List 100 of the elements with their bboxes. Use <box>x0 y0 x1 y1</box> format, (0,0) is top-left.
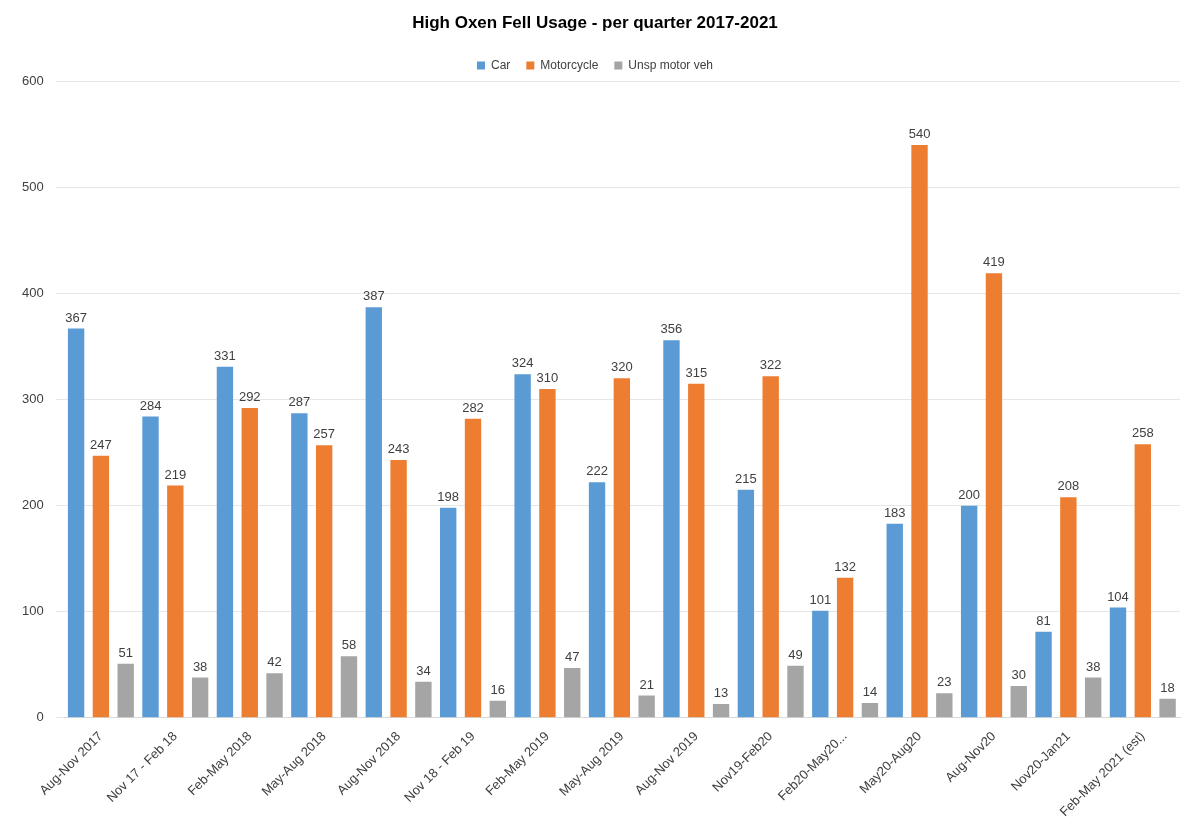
bar <box>1010 685 1027 718</box>
x-tick-label: Nov 18 - Feb 19 <box>401 728 478 805</box>
y-tick-label: 0 <box>36 709 44 725</box>
data-label: 51 <box>118 644 133 660</box>
data-label: 30 <box>1011 667 1026 683</box>
data-label: 387 <box>362 288 385 304</box>
x-tick-label: Nov 17 - Feb 18 <box>103 728 180 805</box>
bar <box>291 413 308 718</box>
bar <box>861 702 879 718</box>
data-label: 200 <box>958 486 980 502</box>
bar <box>886 523 903 718</box>
data-label: 58 <box>341 637 357 653</box>
data-label: 356 <box>660 321 683 337</box>
data-label: 47 <box>565 648 580 664</box>
bar <box>787 665 804 718</box>
bar <box>1159 698 1176 718</box>
data-label: 310 <box>536 370 559 386</box>
data-label: 315 <box>685 364 708 380</box>
legend-label: Unsp motor veh <box>628 57 714 72</box>
bar <box>315 445 333 718</box>
bar <box>737 489 755 718</box>
data-label: 219 <box>164 466 187 482</box>
bar <box>415 681 432 718</box>
y-tick-label: 500 <box>21 179 44 195</box>
bar <box>340 656 358 718</box>
data-label: 324 <box>511 355 534 371</box>
bar <box>464 418 482 718</box>
y-tick-label: 400 <box>21 285 44 301</box>
data-label: 34 <box>416 662 431 678</box>
data-label: 292 <box>238 389 261 405</box>
data-label: 282 <box>462 399 484 415</box>
data-label: 322 <box>759 357 782 373</box>
bar <box>142 416 159 718</box>
data-label: 21 <box>639 676 654 692</box>
data-label: 215 <box>735 470 757 486</box>
data-label: 18 <box>1160 679 1175 695</box>
bar <box>960 505 978 718</box>
bar <box>167 485 184 718</box>
bar <box>1109 607 1127 718</box>
bar <box>1084 677 1102 718</box>
bar <box>638 695 655 718</box>
data-label: 16 <box>490 681 506 697</box>
bar <box>688 383 705 718</box>
bar <box>936 693 953 718</box>
bar <box>365 307 382 718</box>
data-label: 183 <box>883 504 906 520</box>
bar <box>762 376 779 718</box>
bar <box>266 673 283 718</box>
bar <box>1060 497 1077 718</box>
data-label: 101 <box>809 591 832 607</box>
bar <box>1134 444 1151 718</box>
bar <box>712 703 730 718</box>
bar <box>539 388 556 718</box>
bar <box>440 507 457 718</box>
data-label: 42 <box>267 654 282 670</box>
bar <box>514 374 531 718</box>
bar <box>911 145 928 718</box>
y-tick-label: 600 <box>21 72 44 88</box>
data-label: 132 <box>834 558 856 574</box>
data-label: 13 <box>713 685 729 701</box>
data-label: 222 <box>586 463 608 479</box>
bar <box>390 460 407 718</box>
data-label: 14 <box>862 683 878 699</box>
y-tick-label: 100 <box>21 603 44 619</box>
bar <box>836 577 854 718</box>
data-label: 38 <box>192 658 208 674</box>
data-label: 287 <box>288 394 311 410</box>
data-label: 208 <box>1057 478 1080 494</box>
bar <box>1035 631 1052 718</box>
bar <box>588 482 606 718</box>
legend-label: Motorcycle <box>540 57 599 72</box>
data-label: 81 <box>1036 612 1051 628</box>
bar <box>812 610 829 718</box>
data-label: 38 <box>1085 658 1101 674</box>
data-label: 243 <box>387 441 410 457</box>
data-label: 419 <box>983 254 1005 270</box>
bar <box>191 677 209 718</box>
y-tick-label: 300 <box>21 391 44 407</box>
bar <box>663 340 680 718</box>
data-label: 284 <box>139 397 162 413</box>
data-label: 258 <box>1131 425 1154 441</box>
data-label: 257 <box>313 426 336 442</box>
data-label: 331 <box>214 347 236 363</box>
bar <box>489 700 506 718</box>
bar <box>67 328 85 718</box>
y-tick-label: 200 <box>21 497 44 513</box>
bar <box>117 663 134 718</box>
data-label: 540 <box>908 126 931 142</box>
data-label: 104 <box>1107 588 1129 604</box>
legend-label: Car <box>490 57 511 72</box>
data-label: 367 <box>65 309 87 325</box>
chart-title: High Oxen Fell Usage - per quarter 2017-2021 <box>412 12 778 32</box>
bar <box>92 455 110 718</box>
bar <box>985 273 1003 718</box>
data-label: 198 <box>437 488 460 504</box>
bar <box>241 408 258 718</box>
data-label: 23 <box>937 674 952 690</box>
bar <box>216 366 234 718</box>
bar <box>564 667 581 718</box>
data-label: 49 <box>788 646 803 662</box>
